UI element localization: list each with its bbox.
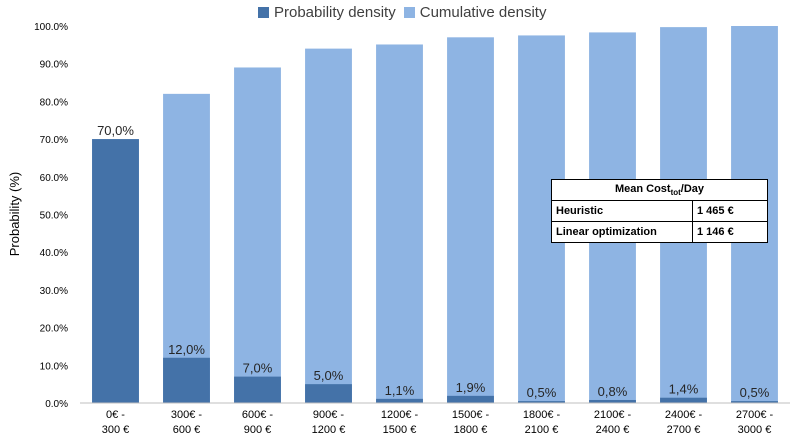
y-tick-label: 10.0% xyxy=(40,361,68,372)
x-tick-label: 0€ - xyxy=(106,409,125,421)
data-label: 0,5% xyxy=(740,385,770,400)
cumulative-density-bar xyxy=(447,37,494,404)
data-label: 5,0% xyxy=(314,368,344,383)
y-tick-label: 40.0% xyxy=(40,248,68,259)
x-tick-label: 300 € xyxy=(102,424,130,436)
row-label-heuristic: Heuristic xyxy=(551,200,693,222)
row-value-linear-optimization: 1 146 € xyxy=(692,221,768,243)
probability-density-bar xyxy=(518,401,565,403)
x-tick-label: 2700€ - xyxy=(736,409,774,421)
data-label: 1,9% xyxy=(456,380,486,395)
data-label: 0,8% xyxy=(598,384,628,399)
data-label: 0,5% xyxy=(527,385,557,400)
probability-density-bar xyxy=(376,398,423,403)
y-tick-label: 70.0% xyxy=(40,135,68,146)
y-axis-label: Probability (%) xyxy=(7,172,22,257)
probability-density-bar xyxy=(589,399,636,403)
legend-swatch-probability-density xyxy=(258,7,269,18)
y-tick-label: 80.0% xyxy=(40,97,68,108)
cumulative-density-bar xyxy=(305,48,352,404)
legend-label-cumulative-density: Cumulative density xyxy=(419,4,547,21)
probability-density-bar xyxy=(447,395,494,403)
y-tick-label: 60.0% xyxy=(40,173,68,184)
row-label-linear-optimization: Linear optimization xyxy=(551,221,693,243)
table-row: Linear optimization 1 146 € xyxy=(551,221,768,243)
x-tick-label: 900 € xyxy=(244,424,272,436)
mean-cost-table-title: Mean Costtot/Day xyxy=(551,179,768,201)
y-tick-label: 20.0% xyxy=(40,324,68,335)
x-tick-label: 1500€ - xyxy=(452,409,490,421)
x-tick-label: 1200€ - xyxy=(381,409,419,421)
x-tick-label: 900€ - xyxy=(313,409,345,421)
cumulative-density-bar xyxy=(234,67,281,403)
y-tick-label: 50.0% xyxy=(40,211,68,222)
x-tick-label: 600 € xyxy=(173,424,201,436)
mean-cost-table: Mean Costtot/Day Heuristic 1 465 € Linea… xyxy=(551,179,768,243)
row-value-heuristic: 1 465 € xyxy=(692,200,768,222)
cumulative-density-bar xyxy=(376,44,423,404)
legend-item-probability-density: Probability density xyxy=(258,4,396,21)
probability-density-bar xyxy=(92,139,139,403)
x-tick-label: 600€ - xyxy=(242,409,274,421)
y-tick-label: 90.0% xyxy=(40,60,68,71)
y-tick-label: 0.0% xyxy=(45,399,68,410)
x-tick-label: 1800€ - xyxy=(523,409,561,421)
data-label: 7,0% xyxy=(243,361,273,376)
probability-density-bar xyxy=(660,397,707,403)
legend-item-cumulative-density: Cumulative density xyxy=(403,4,547,21)
probability-density-bar xyxy=(234,376,281,403)
probability-density-bar xyxy=(163,357,210,403)
legend-label-probability-density: Probability density xyxy=(274,4,396,21)
x-tick-label: 2400 € xyxy=(596,424,630,436)
x-tick-label: 2700 € xyxy=(667,424,701,436)
data-label: 1,1% xyxy=(385,383,415,398)
data-label: 1,4% xyxy=(669,382,699,397)
x-tick-label: 2400€ - xyxy=(665,409,703,421)
y-tick-label: 30.0% xyxy=(40,286,68,297)
y-tick-label: 100.0% xyxy=(34,22,68,33)
x-tick-label: 1200 € xyxy=(312,424,346,436)
table-row: Heuristic 1 465 € xyxy=(551,200,768,222)
x-tick-label: 3000 € xyxy=(738,424,772,436)
x-tick-label: 1500 € xyxy=(383,424,417,436)
x-tick-label: 2100€ - xyxy=(594,409,632,421)
data-label: 12,0% xyxy=(168,342,205,357)
x-tick-label: 300€ - xyxy=(171,409,203,421)
data-label: 70,0% xyxy=(97,123,134,138)
legend-swatch-cumulative-density xyxy=(403,7,415,18)
chart-legend: Probability density Cumulative density xyxy=(258,4,554,21)
x-tick-label: 1800 € xyxy=(454,424,488,436)
cumulative-density-bar xyxy=(163,93,210,404)
probability-density-bar xyxy=(305,384,352,403)
x-tick-label: 2100 € xyxy=(525,424,559,436)
probability-density-bar xyxy=(731,401,778,403)
